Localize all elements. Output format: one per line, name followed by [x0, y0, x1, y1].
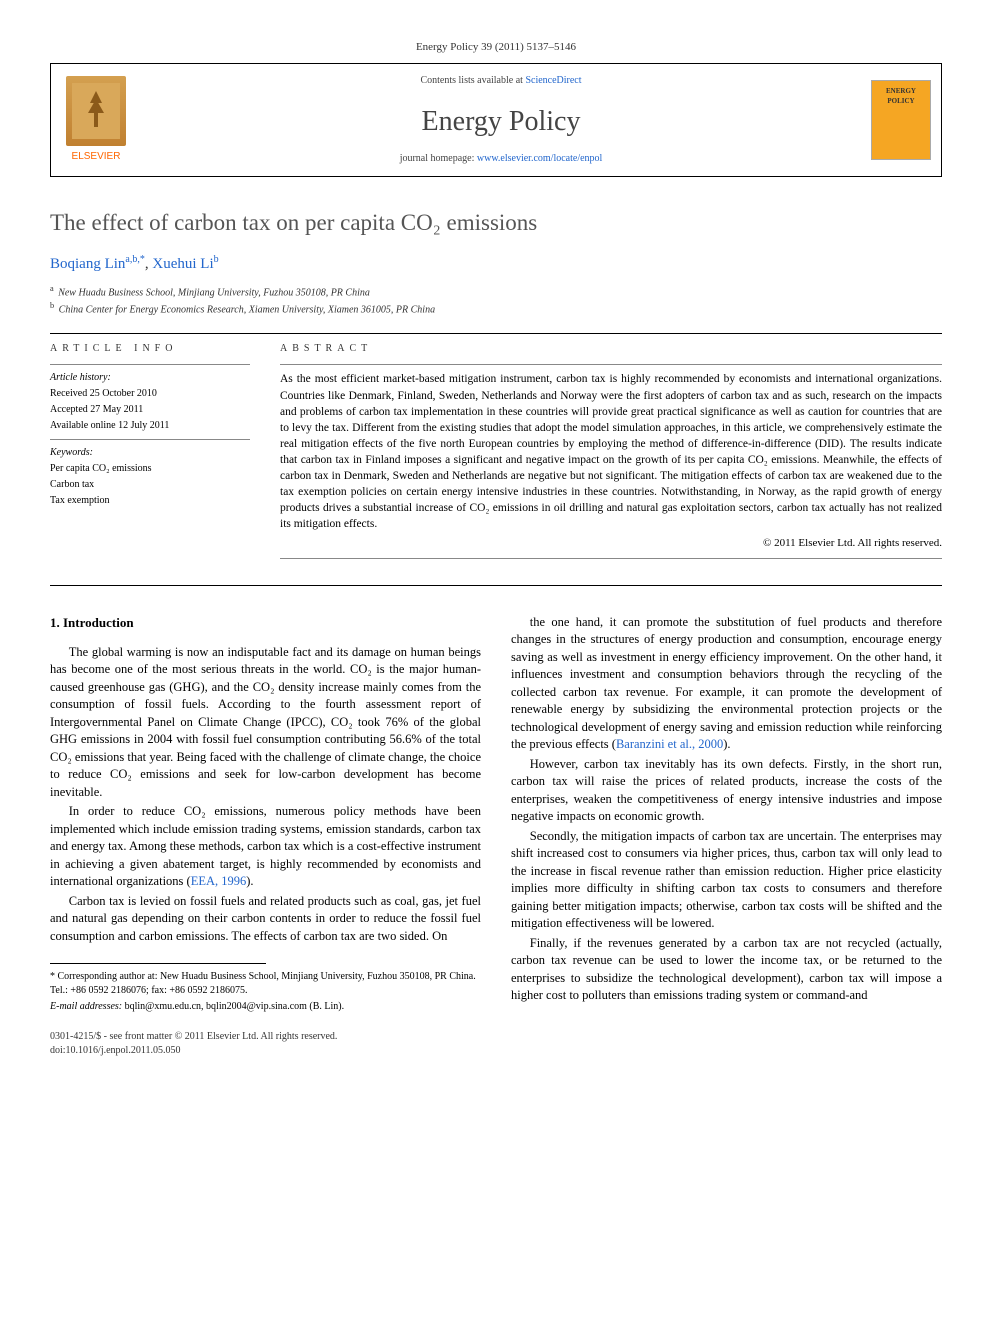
paragraph-text: the one hand, it can promote the substit…	[511, 615, 942, 752]
sciencedirect-link[interactable]: ScienceDirect	[525, 75, 581, 86]
paragraph: Carbon tax is levied on fossil fuels and…	[50, 893, 481, 946]
divider	[50, 585, 942, 586]
publisher-logo-block: ELSEVIER	[51, 64, 141, 175]
paragraph-text: In order to reduce CO₂ emissions, numero…	[50, 804, 481, 888]
header-center: Contents lists available at ScienceDirec…	[141, 64, 861, 175]
publisher-name: ELSEVIER	[72, 150, 121, 164]
author-link-2[interactable]: Xuehui Li	[152, 256, 213, 272]
abstract-text: As the most efficient market-based mitig…	[280, 371, 942, 532]
keyword-3: Tax exemption	[50, 494, 250, 508]
paragraph: the one hand, it can promote the substit…	[511, 614, 942, 754]
article-title: The effect of carbon tax on per capita C…	[50, 207, 942, 239]
paragraph: Secondly, the mitigation impacts of carb…	[511, 828, 942, 933]
cover-label-2: POLICY	[887, 97, 914, 107]
authors-line: Boqiang Lina,b,*, Xuehui Lib	[50, 253, 942, 275]
keyword-2: Carbon tax	[50, 478, 250, 492]
info-abstract-row: article info Article history: Received 2…	[50, 342, 942, 564]
affiliation-b: b China Center for Energy Economics Rese…	[50, 300, 942, 317]
paragraph-tail: ).	[246, 874, 253, 888]
divider	[50, 333, 942, 334]
footnotes: * Corresponding author at: New Huadu Bus…	[50, 970, 481, 1014]
accepted-date: Accepted 27 May 2011	[50, 403, 250, 417]
paragraph-tail: ).	[723, 737, 730, 751]
email-text: bqlin@xmu.edu.cn, bqlin2004@vip.sina.com…	[122, 1001, 344, 1012]
author-sup-1: a,b,*	[125, 254, 144, 265]
footnote-separator	[50, 963, 266, 964]
homepage-line: journal homepage: www.elsevier.com/locat…	[161, 152, 841, 166]
front-matter-line: 0301-4215/$ - see front matter © 2011 El…	[50, 1030, 481, 1044]
doi-line: doi:10.1016/j.enpol.2011.05.050	[50, 1044, 481, 1058]
abstract-copyright: © 2011 Elsevier Ltd. All rights reserved…	[280, 536, 942, 551]
cover-thumb-block: ENERGY POLICY	[861, 64, 941, 175]
abstract-heading: abstract	[280, 342, 942, 356]
email-line: E-mail addresses: bqlin@xmu.edu.cn, bqli…	[50, 1000, 481, 1014]
elsevier-tree-icon	[66, 76, 126, 146]
section-1-heading: 1. Introduction	[50, 614, 481, 632]
body-text: 1. Introduction The global warming is no…	[50, 614, 942, 1059]
article-info-heading: article info	[50, 342, 250, 356]
email-label: E-mail addresses:	[50, 1001, 122, 1012]
paragraph: However, carbon tax inevitably has its o…	[511, 756, 942, 826]
journal-header: ELSEVIER Contents lists available at Sci…	[50, 63, 942, 176]
affiliation-a: a New Huadu Business School, Minjiang Un…	[50, 283, 942, 300]
citation-link[interactable]: EEA, 1996	[191, 874, 247, 888]
received-date: Received 25 October 2010	[50, 387, 250, 401]
contents-available-line: Contents lists available at ScienceDirec…	[161, 74, 841, 88]
affiliation-a-text: New Huadu Business School, Minjiang Univ…	[58, 287, 370, 298]
homepage-link[interactable]: www.elsevier.com/locate/enpol	[477, 153, 602, 164]
journal-name: Energy Policy	[161, 102, 841, 141]
keywords-label: Keywords:	[50, 446, 250, 460]
author-sup-2: b	[214, 254, 219, 265]
journal-reference: Energy Policy 39 (2011) 5137–5146	[50, 40, 942, 55]
abstract-column: abstract As the most efficient market-ba…	[280, 342, 942, 564]
cover-label-1: ENERGY	[886, 87, 916, 97]
affiliations: a New Huadu Business School, Minjiang Un…	[50, 283, 942, 318]
paragraph: The global warming is now an indisputabl…	[50, 644, 481, 802]
paragraph: In order to reduce CO₂ emissions, numero…	[50, 803, 481, 891]
history-label: Article history:	[50, 371, 250, 385]
keyword-1: Per capita CO₂ emissions	[50, 462, 250, 476]
online-date: Available online 12 July 2011	[50, 419, 250, 433]
journal-cover-thumbnail: ENERGY POLICY	[871, 80, 931, 160]
affiliation-b-text: China Center for Energy Economics Resear…	[59, 304, 435, 315]
corresponding-author-note: * Corresponding author at: New Huadu Bus…	[50, 970, 481, 998]
paragraph: Finally, if the revenues generated by a …	[511, 935, 942, 1005]
citation-link[interactable]: Baranzini et al., 2000	[616, 737, 723, 751]
homepage-prefix: journal homepage:	[400, 153, 477, 164]
article-info-column: article info Article history: Received 2…	[50, 342, 250, 564]
author-link-1[interactable]: Boqiang Lin	[50, 256, 125, 272]
contents-prefix: Contents lists available at	[420, 75, 525, 86]
